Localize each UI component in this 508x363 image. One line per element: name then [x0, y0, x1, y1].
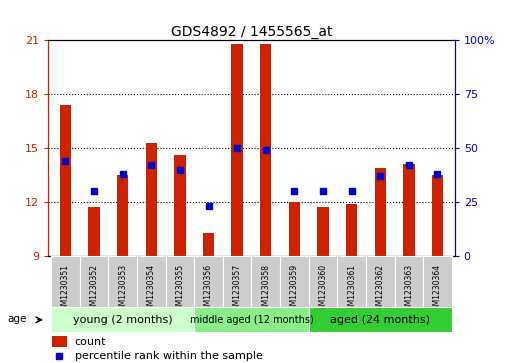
Text: age: age: [7, 314, 26, 323]
Text: count: count: [75, 337, 106, 347]
Text: GSM1230352: GSM1230352: [89, 264, 99, 314]
FancyBboxPatch shape: [309, 307, 452, 332]
Text: GSM1230354: GSM1230354: [147, 264, 156, 315]
Bar: [346, 204, 357, 256]
Text: young (2 months): young (2 months): [73, 315, 173, 325]
FancyBboxPatch shape: [108, 256, 137, 307]
Bar: [403, 164, 415, 256]
Bar: [174, 155, 185, 256]
Bar: [203, 233, 214, 256]
Bar: [318, 207, 329, 256]
Text: aged (24 months): aged (24 months): [330, 315, 430, 325]
FancyBboxPatch shape: [52, 336, 67, 347]
Text: GSM1230353: GSM1230353: [118, 264, 127, 315]
FancyBboxPatch shape: [309, 256, 337, 307]
Bar: [432, 175, 443, 256]
Text: GSM1230363: GSM1230363: [404, 264, 414, 315]
Text: GSM1230355: GSM1230355: [175, 264, 184, 315]
FancyBboxPatch shape: [423, 256, 452, 307]
FancyBboxPatch shape: [194, 307, 309, 332]
Bar: [232, 44, 243, 256]
FancyBboxPatch shape: [395, 256, 423, 307]
FancyBboxPatch shape: [337, 256, 366, 307]
Text: GSM1230359: GSM1230359: [290, 264, 299, 315]
FancyBboxPatch shape: [51, 307, 194, 332]
Text: GSM1230361: GSM1230361: [347, 264, 356, 314]
Bar: [88, 207, 100, 256]
Text: GSM1230356: GSM1230356: [204, 264, 213, 315]
Bar: [146, 143, 157, 256]
Text: GSM1230364: GSM1230364: [433, 264, 442, 315]
FancyBboxPatch shape: [51, 256, 80, 307]
FancyBboxPatch shape: [280, 256, 309, 307]
Bar: [374, 168, 386, 256]
Title: GDS4892 / 1455565_at: GDS4892 / 1455565_at: [171, 25, 332, 39]
Text: GSM1230360: GSM1230360: [319, 264, 328, 315]
FancyBboxPatch shape: [137, 256, 166, 307]
Text: percentile rank within the sample: percentile rank within the sample: [75, 351, 263, 362]
FancyBboxPatch shape: [223, 256, 251, 307]
Text: GSM1230357: GSM1230357: [233, 264, 242, 315]
Bar: [289, 202, 300, 256]
Text: GSM1230358: GSM1230358: [261, 264, 270, 314]
FancyBboxPatch shape: [194, 256, 223, 307]
FancyBboxPatch shape: [366, 256, 395, 307]
Bar: [260, 44, 271, 256]
FancyBboxPatch shape: [166, 256, 194, 307]
FancyBboxPatch shape: [251, 256, 280, 307]
Text: GSM1230351: GSM1230351: [61, 264, 70, 314]
Bar: [117, 175, 129, 256]
Bar: [60, 105, 71, 256]
Text: middle aged (12 months): middle aged (12 months): [189, 315, 313, 325]
FancyBboxPatch shape: [80, 256, 108, 307]
Text: GSM1230362: GSM1230362: [376, 264, 385, 314]
